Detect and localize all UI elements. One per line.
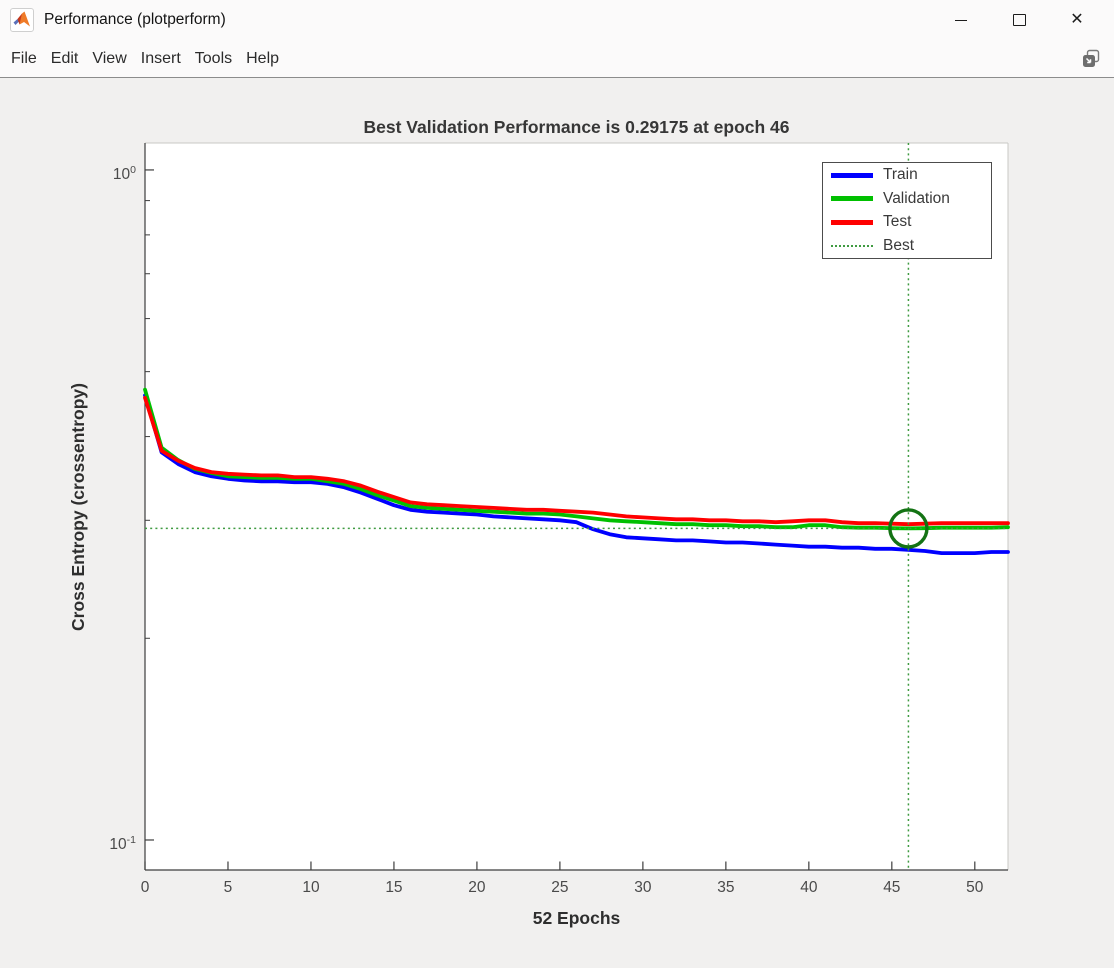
x-tick-label: 5 xyxy=(223,879,233,896)
legend-swatch-train xyxy=(831,172,873,178)
menu-item-view[interactable]: View xyxy=(92,49,127,67)
x-tick-label: 30 xyxy=(634,879,652,896)
x-tick-label: 45 xyxy=(883,879,901,896)
menu-item-insert[interactable]: Insert xyxy=(140,49,181,67)
y-tick-label: 100 xyxy=(112,163,136,184)
menu-item-edit[interactable]: Edit xyxy=(50,49,79,67)
best-epoch-circle xyxy=(888,508,929,549)
legend-label-test: Test xyxy=(883,213,912,231)
legend-swatch-test xyxy=(831,219,873,225)
x-tick-label: 35 xyxy=(717,879,735,896)
x-tick-label: 10 xyxy=(302,879,320,896)
legend-item-train: Train xyxy=(823,164,991,187)
legend-item-test: Test xyxy=(823,211,991,234)
legend-swatch-best xyxy=(831,244,873,247)
x-tick-label: 40 xyxy=(800,879,818,896)
x-tick-label: 15 xyxy=(385,879,403,896)
maximize-icon xyxy=(1012,14,1026,26)
legend-item-validation: Validation xyxy=(823,187,991,210)
x-tick-label: 20 xyxy=(468,879,486,896)
window-controls: ✕ xyxy=(932,0,1106,40)
test-line xyxy=(143,395,1010,527)
dock-figure-button[interactable] xyxy=(1078,46,1104,72)
train-line xyxy=(143,393,1010,555)
x-tick-label: 50 xyxy=(966,879,984,896)
menu-bar: File Edit View Insert Tools Help xyxy=(0,40,1114,78)
menu-item-help[interactable]: Help xyxy=(246,49,280,67)
close-button[interactable]: ✕ xyxy=(1054,0,1100,40)
minimize-icon xyxy=(955,19,967,21)
menu-item-tools[interactable]: Tools xyxy=(194,49,233,67)
x-tick-label: 0 xyxy=(140,879,150,896)
x-axis-label: 52 Epochs xyxy=(532,908,621,928)
menu-item-file[interactable]: File xyxy=(11,49,37,67)
matlab-icon xyxy=(10,8,34,32)
chart-legend: Train Validation Test Best xyxy=(822,162,992,259)
x-tick-label: 25 xyxy=(551,879,569,896)
plot-area xyxy=(145,143,1008,870)
legend-item-best: Best xyxy=(823,234,991,257)
legend-label-best: Best xyxy=(883,236,915,254)
close-icon: ✕ xyxy=(1070,11,1084,28)
legend-label-validation: Validation xyxy=(883,189,950,207)
y-tick-label: 10-1 xyxy=(109,833,136,854)
dock-figure-icon xyxy=(1083,49,1100,67)
window-title: Performance (plotperform) xyxy=(44,11,226,28)
chart-title: Best Validation Performance is 0.29175 a… xyxy=(363,117,790,137)
title-bar: Performance (plotperform) ✕ xyxy=(0,0,1114,40)
legend-label-train: Train xyxy=(883,166,918,184)
y-axis-label: Cross Entropy (crossentropy) xyxy=(68,383,88,631)
minimize-button[interactable] xyxy=(938,0,984,40)
maximize-button[interactable] xyxy=(996,0,1042,40)
legend-swatch-validation xyxy=(831,196,873,202)
